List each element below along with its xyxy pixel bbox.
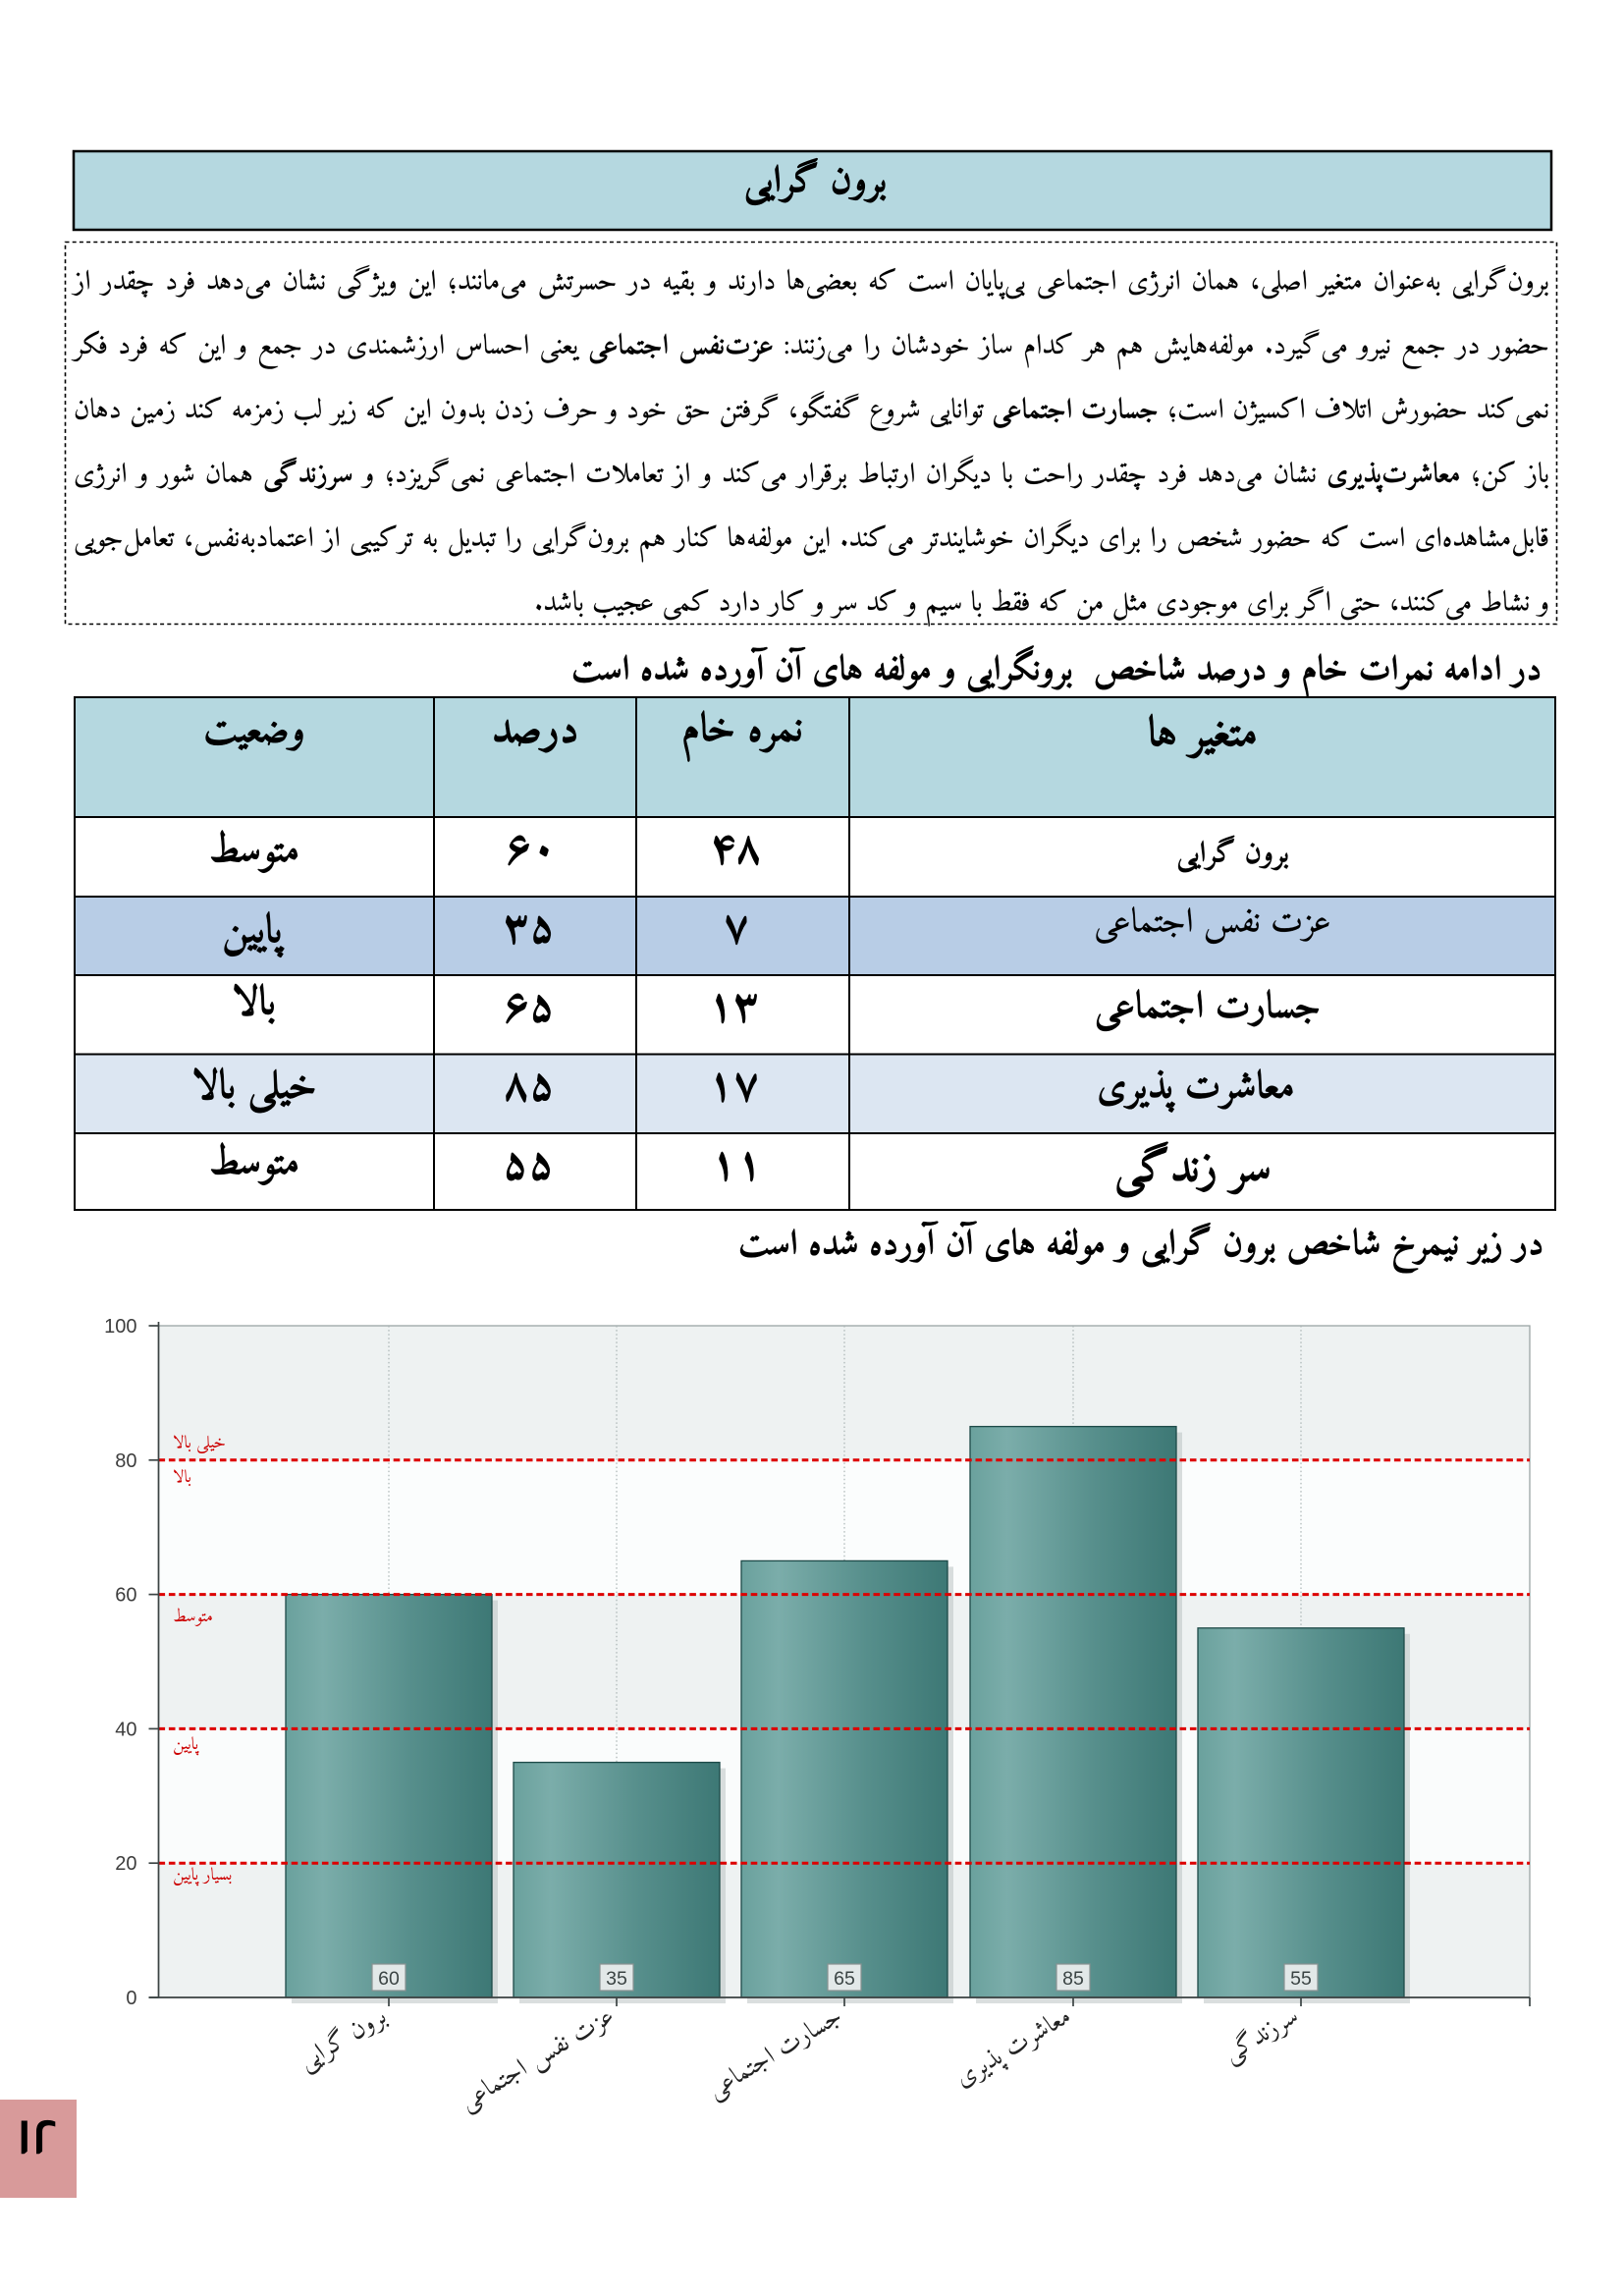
svg-text:60: 60 — [378, 1968, 400, 1990]
svg-text:55: 55 — [1290, 1968, 1312, 1990]
svg-text:40: 40 — [115, 1719, 136, 1740]
svg-text:20: 20 — [115, 1853, 136, 1875]
svg-text:0: 0 — [126, 1988, 136, 2009]
svg-text:35: 35 — [606, 1968, 627, 1990]
svg-text:60: 60 — [115, 1585, 136, 1607]
svg-text:100: 100 — [104, 1316, 136, 1338]
svg-text:65: 65 — [834, 1968, 855, 1990]
svg-text:80: 80 — [115, 1450, 136, 1472]
svg-text:85: 85 — [1062, 1968, 1084, 1990]
